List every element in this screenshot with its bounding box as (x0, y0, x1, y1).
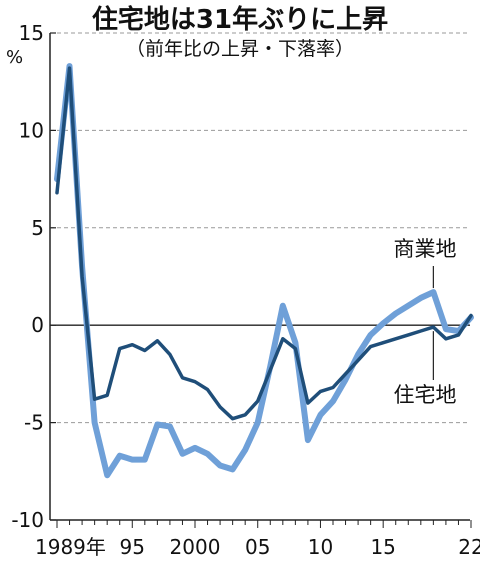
chart-title: 住宅地は31年ぶりに上昇 (92, 4, 388, 35)
gridlines (49, 32, 470, 521)
x-tick-label: 95 (120, 535, 145, 559)
y-tick-label: 0 (31, 313, 44, 337)
series-line-residential (55, 66, 473, 421)
x-tick-label: 15 (370, 535, 395, 559)
x-axis: 1989年 95 2000 05 10 15 22 (35, 520, 480, 559)
x-tick-label: 2000 (170, 535, 221, 559)
y-tick-label: 15 (19, 21, 44, 45)
y-tick-label: -5 (24, 411, 44, 435)
x-tick-label: 1989年 (35, 535, 106, 559)
y-tick-label: -10 (11, 508, 44, 532)
y-unit-label: % (6, 47, 23, 68)
series-lines (54, 63, 474, 479)
x-tick-label: 10 (308, 535, 333, 559)
annotation-residential: 住宅地 (394, 383, 457, 407)
series-line-commercial (54, 63, 474, 479)
y-tick-labels: 15 10 5 0 -5 -10 (11, 21, 44, 532)
x-tick-label: 22 (458, 535, 480, 559)
chart-subtitle: （前年比の上昇・下落率） (126, 38, 354, 60)
x-tick-label: 05 (245, 535, 270, 559)
annotation-commercial: 商業地 (394, 237, 457, 261)
y-tick-label: 5 (31, 216, 44, 240)
y-tick-label: 10 (19, 118, 44, 142)
